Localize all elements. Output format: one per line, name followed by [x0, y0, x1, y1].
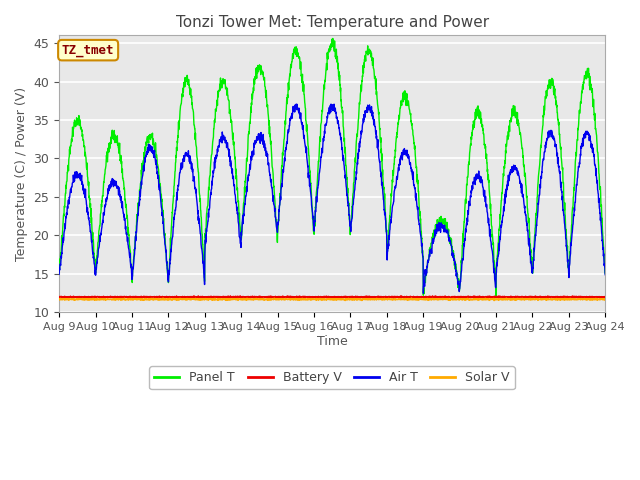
- Legend: Panel T, Battery V, Air T, Solar V: Panel T, Battery V, Air T, Solar V: [150, 366, 515, 389]
- X-axis label: Time: Time: [317, 335, 348, 348]
- Y-axis label: Temperature (C) / Power (V): Temperature (C) / Power (V): [15, 87, 28, 261]
- Title: Tonzi Tower Met: Temperature and Power: Tonzi Tower Met: Temperature and Power: [175, 15, 489, 30]
- Text: TZ_tmet: TZ_tmet: [62, 44, 115, 57]
